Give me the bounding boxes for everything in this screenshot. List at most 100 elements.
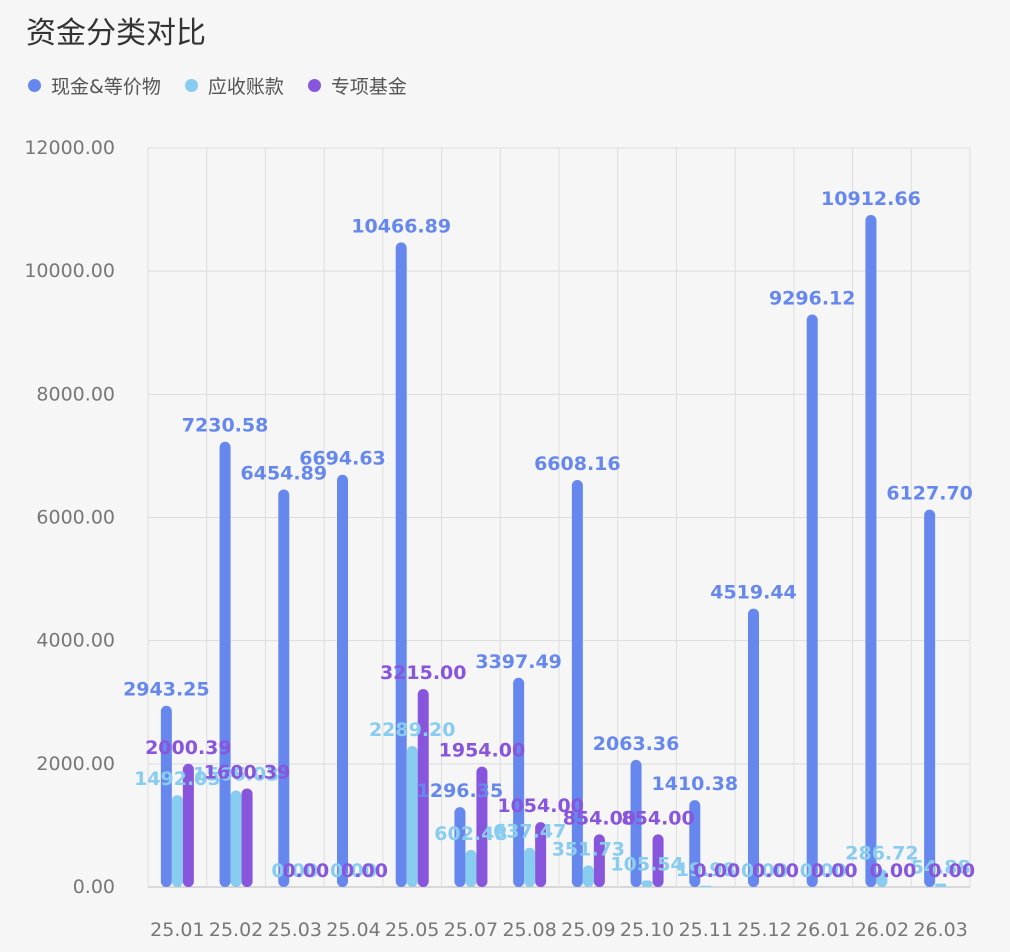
bar-s1-25-05 <box>406 746 418 887</box>
bar-s0-25-09 <box>571 480 583 887</box>
data-label-s2-26-01: 0.00 <box>811 860 858 882</box>
x-tick-label-25-07: 25.07 <box>444 919 498 941</box>
data-label-s1-26-01: 0.00 <box>800 860 847 882</box>
bar-s0-25-02 <box>219 441 231 887</box>
bar-s1-25-10 <box>641 880 653 887</box>
y-tick-label-2: 4000.00 <box>36 630 115 652</box>
data-label-s0-25-02: 7230.58 <box>182 415 269 437</box>
bar-s1-25-02 <box>230 790 242 887</box>
data-label-s1-25-03: 0.00 <box>271 860 318 882</box>
legend-dot-cash <box>28 79 41 92</box>
bar-s1-25-08 <box>524 847 536 887</box>
data-label-s2-26-02: 0.00 <box>869 860 916 882</box>
data-label-s1-25-08: 637.47 <box>493 821 566 843</box>
bar-s0-26-02 <box>865 214 877 887</box>
x-tick-label-25-09: 25.09 <box>561 919 615 941</box>
data-label-s0-26-03: 6127.70 <box>886 483 973 505</box>
data-label-s1-26-02: 286.72 <box>845 842 918 864</box>
legend-item-receivables[interactable]: 应收账款 <box>184 72 284 99</box>
data-label-s0-26-01: 9296.12 <box>769 288 856 310</box>
data-label-s0-26-02: 10912.66 <box>821 188 921 210</box>
data-label-s0-25-07: 1296.35 <box>417 780 504 802</box>
legend-item-cash[interactable]: 现金&等价物 <box>28 72 161 99</box>
legend-dot-special-fund <box>307 79 321 92</box>
bar-s2-25-09 <box>593 834 605 887</box>
data-label-s1-25-12: 0.00 <box>741 860 788 882</box>
bar-s2-25-08 <box>535 822 547 887</box>
data-label-s2-25-02: 1600.39 <box>204 761 291 783</box>
bar-s0-25-04 <box>337 474 348 887</box>
data-label-s0-25-04: 6694.63 <box>299 448 386 470</box>
data-label-s2-25-08: 1054.00 <box>497 795 584 817</box>
data-label-s1-25-09: 351.73 <box>552 838 625 860</box>
bar-s0-25-12 <box>748 608 759 887</box>
data-label-s1-25-04: 0.00 <box>330 860 377 882</box>
bar-s1-26-02 <box>876 869 888 887</box>
data-label-s2-25-05: 3215.00 <box>380 662 467 684</box>
bar-s1-25-01 <box>171 795 183 887</box>
y-tick-label-6: 12000.00 <box>24 137 115 159</box>
data-label-s2-25-04: 0.00 <box>341 860 388 882</box>
x-tick-label-25-01: 25.01 <box>150 919 204 941</box>
x-tick-label-25-03: 25.03 <box>268 919 322 941</box>
data-label-s1-25-01: 1492.05 <box>134 768 221 790</box>
bar-s0-25-08 <box>513 677 525 887</box>
y-tick-label-0: 0.00 <box>73 876 115 898</box>
bar-s1-26-03 <box>935 883 947 887</box>
data-label-s2-25-03: 0.00 <box>282 860 329 882</box>
bar-s0-26-03 <box>924 509 936 887</box>
data-label-s0-25-10: 2063.36 <box>593 733 680 755</box>
x-tick-label-25-02: 25.02 <box>209 919 263 941</box>
bar-s0-26-01 <box>806 314 818 888</box>
x-tick-label-25-11: 25.11 <box>679 919 733 941</box>
data-label-s0-25-05: 10466.89 <box>351 215 451 237</box>
data-label-s2-25-09: 854.00 <box>563 807 636 829</box>
bar-s0-25-10 <box>630 759 642 887</box>
bar-s0-25-03 <box>278 489 290 887</box>
data-label-s1-25-07: 602.48 <box>434 823 507 845</box>
bar-s2-25-01 <box>182 763 194 887</box>
data-label-s2-25-11: 0.00 <box>693 860 740 882</box>
bar-s1-25-11 <box>700 885 712 887</box>
bar-s0-25-05 <box>395 242 407 888</box>
data-label-s0-25-03: 6454.89 <box>241 462 328 484</box>
data-label-s2-25-07: 1954.00 <box>439 740 526 762</box>
data-label-s1-26-03: 54.88 <box>911 857 971 879</box>
y-tick-label-4: 8000.00 <box>36 383 115 405</box>
data-label-s0-25-01: 2943.25 <box>123 679 210 701</box>
data-label-s2-25-10: 854.00 <box>621 807 694 829</box>
bar-s1-25-09 <box>582 865 594 887</box>
data-label-s1-25-10: 105.54 <box>610 854 683 876</box>
x-tick-label-25-04: 25.04 <box>326 919 380 941</box>
bar-s2-25-05 <box>417 689 429 887</box>
x-tick-label-25-12: 25.12 <box>737 919 791 941</box>
x-tick-label-25-08: 25.08 <box>502 919 556 941</box>
x-tick-label-25-05: 25.05 <box>385 919 439 941</box>
bar-s0-25-01 <box>160 705 172 887</box>
data-label-s1-25-02: 1566.03 <box>193 764 280 786</box>
legend-dot-receivables <box>184 79 198 92</box>
bar-s2-25-02 <box>241 788 253 887</box>
bar-s2-25-10 <box>652 834 664 887</box>
bar-s0-25-11 <box>689 800 701 887</box>
data-label-s2-25-12: 0.00 <box>752 860 799 882</box>
x-tick-label-26-02: 26.02 <box>855 919 909 941</box>
data-label-s1-25-05: 2289.20 <box>369 719 456 741</box>
data-label-s2-26-03: 0.00 <box>928 860 975 882</box>
x-tick-label-26-03: 26.03 <box>913 919 967 941</box>
legend-label-receivables: 应收账款 <box>207 76 284 98</box>
chart-title: 资金分类对比 <box>26 16 206 51</box>
data-label-s0-25-08: 3397.49 <box>475 651 562 673</box>
data-label-s0-25-12: 4519.44 <box>710 582 797 604</box>
bar-s0-25-07 <box>454 807 466 887</box>
data-label-s1-25-11: 19.98 <box>676 859 736 881</box>
data-label-s0-25-11: 1410.38 <box>652 773 739 795</box>
legend: 现金&等价物 应收账款 专项基金 <box>28 72 431 99</box>
bar-s1-25-07 <box>465 849 477 887</box>
x-tick-label-26-01: 26.01 <box>796 919 850 941</box>
legend-label-special-fund: 专项基金 <box>330 76 407 98</box>
data-label-s2-25-01: 2000.39 <box>145 737 232 759</box>
legend-item-special-fund[interactable]: 专项基金 <box>307 72 407 99</box>
bar-s2-25-07 <box>476 766 488 887</box>
